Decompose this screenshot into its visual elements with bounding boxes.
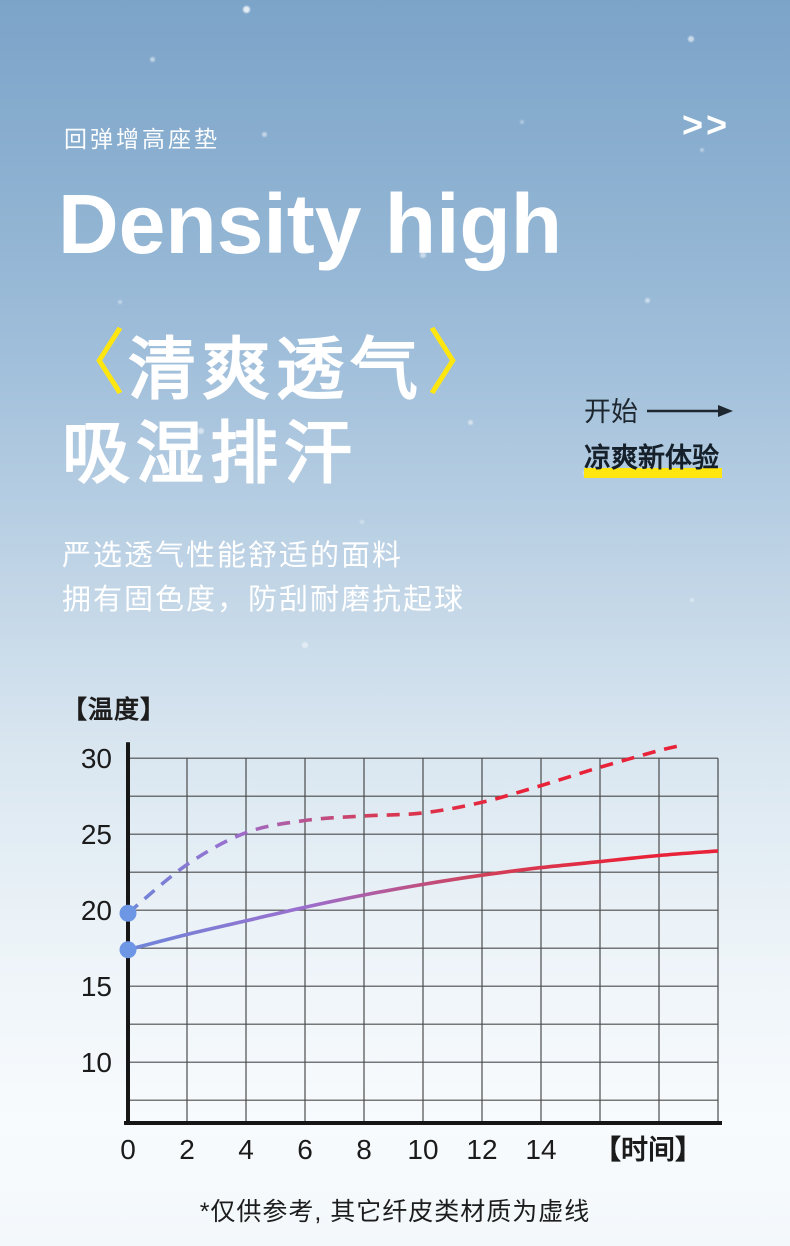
svg-text:4: 4 <box>238 1134 254 1165</box>
svg-text:30: 30 <box>81 743 112 774</box>
snow-dot <box>360 520 364 524</box>
svg-text:2: 2 <box>179 1134 195 1165</box>
product-tagline: 回弹增高座垫 <box>64 126 220 152</box>
cta-block: 开始 凉爽新体验 <box>584 390 733 478</box>
description-block: 严选透气性能舒适的面料 拥有固色度，防刮耐磨抗起球 <box>62 534 465 622</box>
snow-dot <box>645 298 650 303</box>
snow-dot <box>468 420 473 425</box>
series-start-dot <box>119 941 137 959</box>
chart-grid <box>127 757 719 1123</box>
cta-highlight-text: 凉爽新体验 <box>584 436 722 478</box>
snow-dot <box>700 148 704 152</box>
chart-axes <box>124 742 722 1125</box>
series-solid-line <box>127 849 719 952</box>
chart-footnote: *仅供参考, 其它纤皮类材质为虚线 <box>199 1198 591 1226</box>
snow-dot <box>116 560 121 565</box>
series-start-dot <box>119 904 137 922</box>
svg-text:15: 15 <box>81 971 112 1002</box>
snow-dot <box>243 6 250 13</box>
snow-dot <box>520 120 524 124</box>
snow-dot <box>302 642 308 648</box>
y-axis-title: 【温度】 <box>62 696 167 724</box>
snow-dot <box>262 132 267 137</box>
svg-text:6: 6 <box>297 1134 313 1165</box>
page-title: Density high <box>58 177 563 271</box>
svg-text:14: 14 <box>525 1134 556 1165</box>
svg-text:12: 12 <box>466 1134 497 1165</box>
headline-line1-wrap: 〈 清爽透气 〉 <box>54 314 498 413</box>
snow-dot <box>420 252 426 258</box>
right-angle-bracket-accent: 〉 <box>426 323 499 404</box>
headline-line2: 吸湿排汗 <box>62 416 359 492</box>
right-arrow-icon <box>647 394 733 425</box>
left-angle-bracket-accent: 〈 <box>54 323 127 404</box>
snow-dot <box>150 57 155 62</box>
snow-dot <box>688 36 694 42</box>
x-axis-title: 【时间】 <box>594 1135 702 1165</box>
snow-dot <box>118 300 122 304</box>
svg-text:0: 0 <box>120 1134 136 1165</box>
svg-text:20: 20 <box>81 895 112 926</box>
cta-start-row: 开始 <box>584 390 733 429</box>
snow-dot <box>198 428 204 434</box>
snow-dot <box>690 598 694 602</box>
headline-line1: 清爽透气 <box>128 332 425 408</box>
svg-text:25: 25 <box>81 819 112 850</box>
description-line: 拥有固色度，防刮耐磨抗起球 <box>62 584 466 616</box>
chevrons-icon: >> <box>681 104 730 145</box>
cta-start-label: 开始 <box>584 397 638 427</box>
svg-text:10: 10 <box>81 1047 112 1078</box>
chart-tick-labels: 30 25 20 15 10 0 2 4 6 8 10 12 14 【时间】 <box>81 743 702 1165</box>
description-line: 严选透气性能舒适的面料 <box>62 540 404 572</box>
svg-text:10: 10 <box>407 1134 438 1165</box>
temperature-chart: 30 25 20 15 10 0 2 4 6 8 10 12 14 【时间】 <box>81 742 722 1165</box>
svg-text:8: 8 <box>356 1134 372 1165</box>
series-dashed-line <box>126 742 686 915</box>
